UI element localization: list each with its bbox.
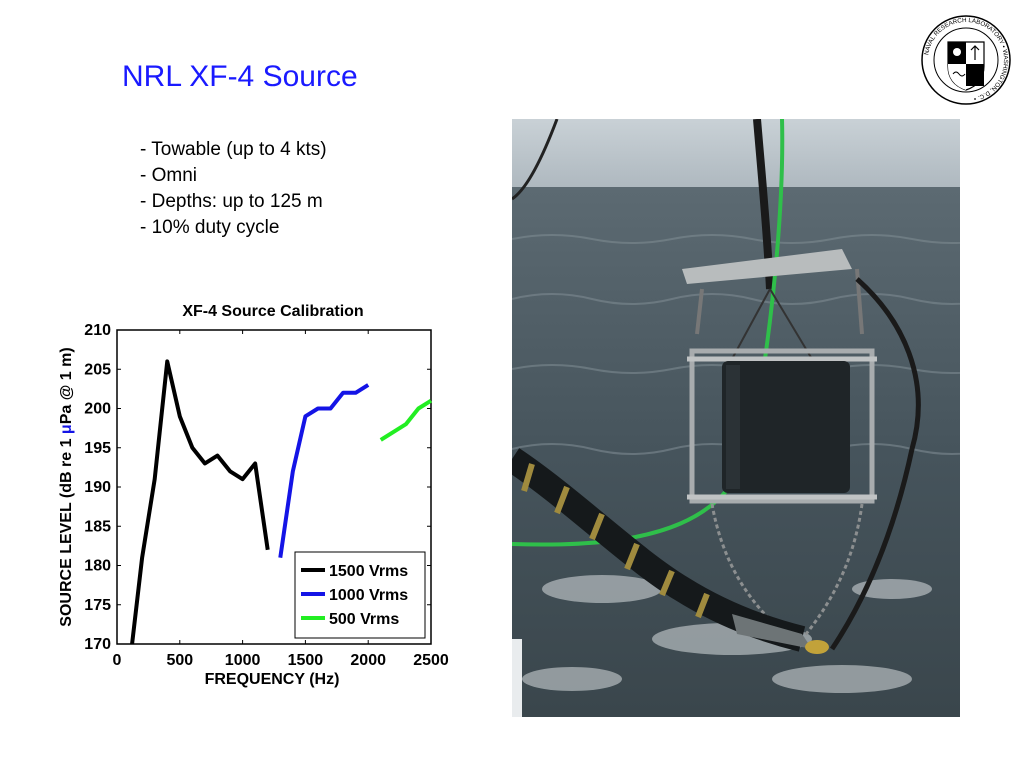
source-calibration-chart: XF-4 Source Calibration 0 500 1000 1500 2000…: [58, 303, 449, 688]
legend-label: 1500 Vrms: [329, 563, 408, 580]
x-tick-label: 2000: [350, 652, 386, 669]
towed-sound-source-photo: [512, 119, 960, 717]
y-tick-label: 200: [84, 401, 111, 418]
bullet-item: - 10% duty cycle: [140, 217, 280, 238]
legend-label: 1000 Vrms: [329, 587, 408, 604]
y-tick-label: 210: [84, 322, 111, 339]
y-tick-label: 170: [84, 636, 111, 653]
y-tick-label: 195: [84, 440, 111, 457]
series-line-2: [379, 398, 433, 442]
x-axis-label: FREQUENCY (Hz): [205, 671, 340, 688]
x-tick-label: 1500: [288, 652, 324, 669]
series-line-0: [130, 359, 270, 645]
bullet-item: - Omni: [140, 165, 197, 186]
x-tick-label: 500: [166, 652, 193, 669]
chart-title: XF-4 Source Calibration: [182, 303, 363, 320]
chart-legend: 1500 Vrms 1000 Vrms 500 Vrms: [294, 551, 426, 639]
legend-label: 500 Vrms: [329, 611, 399, 628]
y-tick-label: 175: [84, 597, 111, 614]
y-tick-label: 180: [84, 558, 111, 575]
bullet-list: - Towable (up to 4 kts) - Omni - Depths:…: [140, 137, 327, 241]
x-tick-label: 2500: [413, 652, 449, 669]
y-tick-label: 190: [84, 479, 111, 496]
x-tick-label: 0: [113, 652, 122, 669]
bullet-item: - Towable (up to 4 kts): [140, 139, 327, 160]
bullet-item: - Depths: up to 125 m: [140, 191, 323, 212]
slide-title: NRL XF-4 Source: [122, 60, 358, 93]
nrl-seal-icon: NAVAL RESEARCH LABORATORY • WASHINGTON, …: [921, 15, 1011, 105]
y-tick-label: 205: [84, 361, 111, 378]
x-tick-label: 1000: [225, 652, 261, 669]
y-tick-label: 185: [84, 518, 111, 535]
y-axis-label: SOURCE LEVEL (dB re 1 μPa @ 1 m): [58, 347, 75, 626]
series-line-1: [278, 383, 370, 558]
